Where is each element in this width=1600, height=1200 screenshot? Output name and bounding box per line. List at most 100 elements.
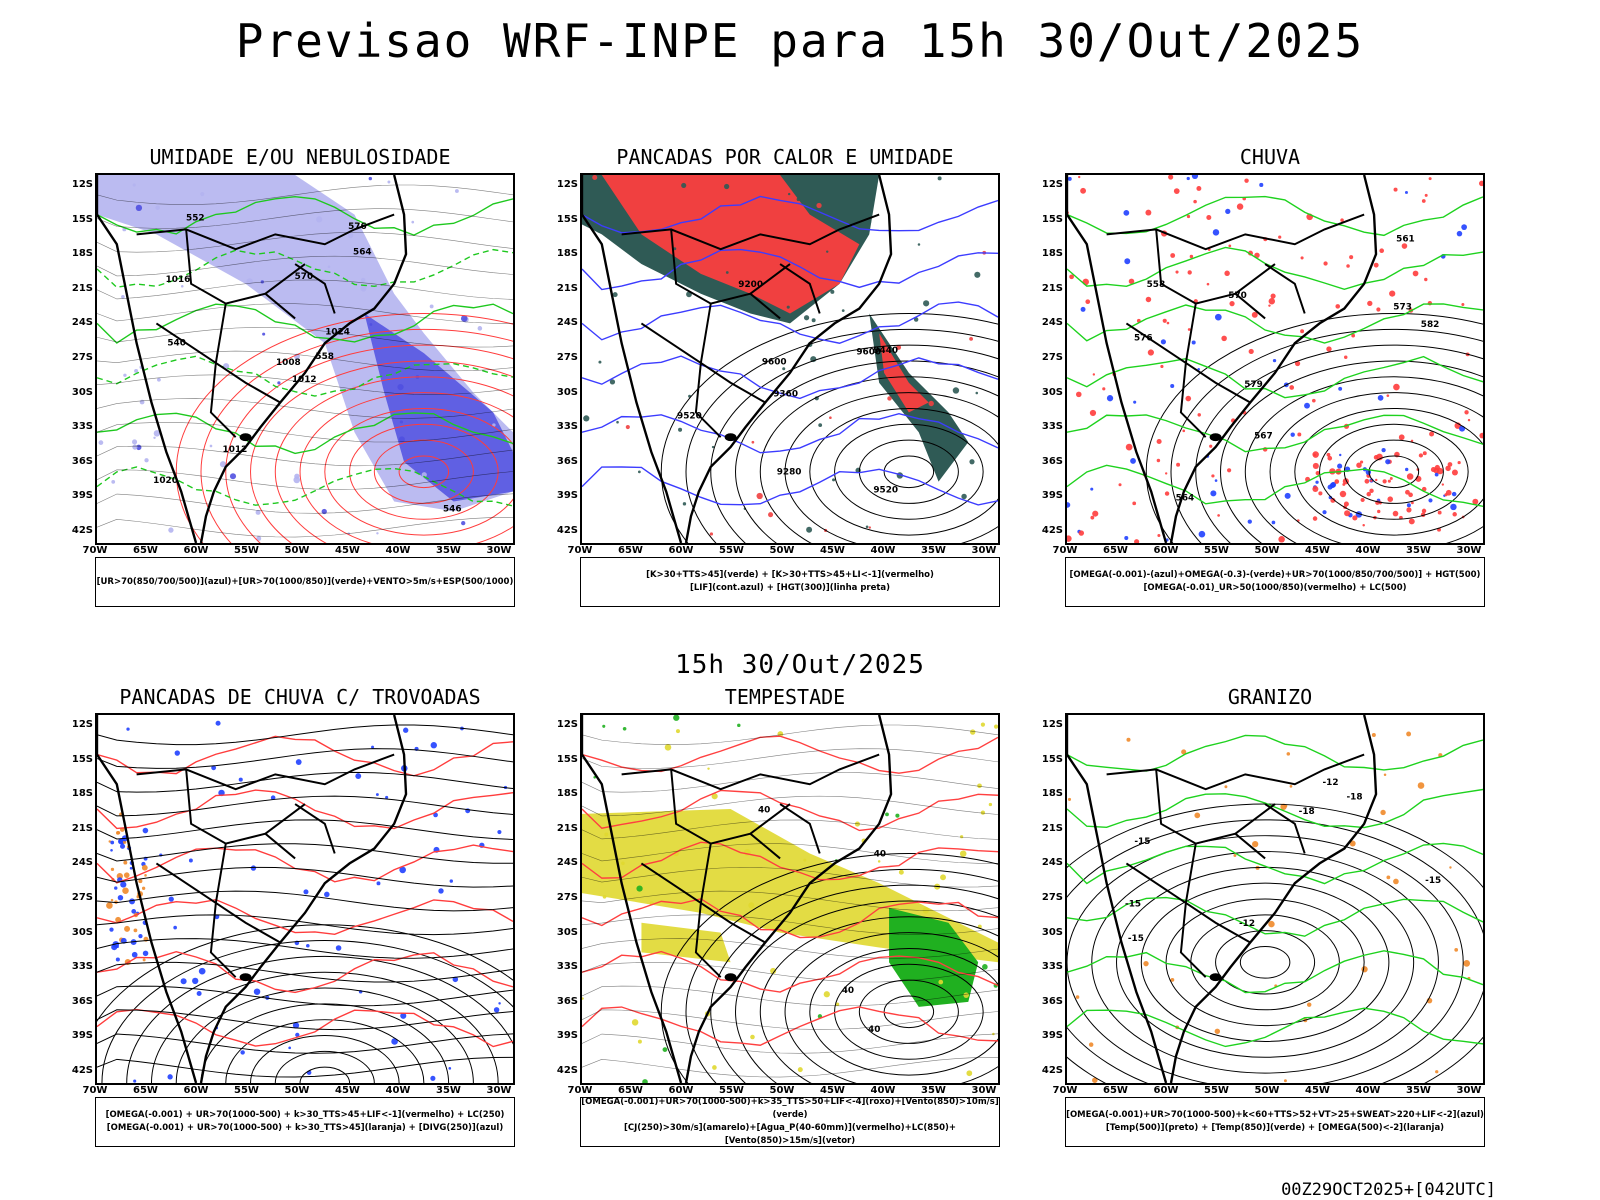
lon-tick-label: 60W bbox=[183, 1085, 209, 1096]
legend-line: [Temp(500)](preto) + [Temp(850)](verde) … bbox=[1105, 1123, 1445, 1133]
lon-tick-label: 30W bbox=[971, 545, 997, 556]
lat-tick-label: 27S bbox=[1041, 352, 1063, 363]
contour-label: 564 bbox=[1176, 493, 1195, 503]
contour-label: 1012 bbox=[223, 445, 248, 455]
lon-tick-label: 40W bbox=[385, 1085, 411, 1096]
lon-tick-label: 60W bbox=[1153, 545, 1179, 556]
panel-title: PANCADAS DE CHUVA C/ TROVOADAS bbox=[119, 685, 481, 709]
lon-tick-label: 65W bbox=[618, 545, 643, 556]
map-panel-4: PANCADAS DE CHUVA C/ TROVOADAS 12S 15S 18S 2… bbox=[55, 685, 545, 1195]
lat-tick-label: 36S bbox=[556, 455, 578, 467]
panel-legend: [UR>70(850/700/500)](azul)+[UR>70(1000/8… bbox=[95, 557, 515, 607]
contour-label: 579 bbox=[1244, 380, 1263, 390]
contour-label: 558 bbox=[315, 352, 334, 362]
lon-tick-label: 50W bbox=[769, 1085, 795, 1096]
lon-tick-label: 35W bbox=[436, 545, 461, 556]
lat-tick-label: 15S bbox=[71, 213, 93, 225]
lat-tick-label: 21S bbox=[1041, 282, 1063, 294]
lat-tick-label: 33S bbox=[1041, 421, 1063, 433]
lon-tick-label: 35W bbox=[436, 1085, 461, 1096]
contour-label: -15 bbox=[1128, 934, 1144, 944]
lon-tick-label: 40W bbox=[870, 1085, 896, 1096]
lat-tick-label: 18S bbox=[71, 788, 93, 800]
lon-tick-label: 45W bbox=[335, 545, 360, 556]
lon-tick-label: 50W bbox=[284, 545, 310, 556]
map-frame: -12 -12 -15 -15 -15 -18 -18 -15 bbox=[1065, 713, 1485, 1085]
lon-tick-label: 50W bbox=[284, 1085, 310, 1096]
lat-tick-label: 36S bbox=[1041, 995, 1063, 1007]
lon-tick-label: 70W bbox=[567, 1085, 593, 1096]
lat-tick-label: 42S bbox=[1041, 1065, 1063, 1076]
map-plot: -12 -12 -15 -15 -15 -18 -18 -15 bbox=[1067, 715, 1483, 1083]
contour-label: 1016 bbox=[166, 275, 191, 285]
lat-tick-label: 15S bbox=[1041, 753, 1063, 765]
contour-label: 561 bbox=[1396, 234, 1415, 244]
lat-tick-label: 27S bbox=[556, 352, 578, 363]
lat-tick-label: 39S bbox=[71, 490, 93, 502]
lon-tick-label: 65W bbox=[1103, 1085, 1128, 1096]
lat-tick-label: 36S bbox=[71, 455, 93, 467]
lon-tick-label: 65W bbox=[133, 545, 158, 556]
lon-tick-label: 40W bbox=[1355, 1085, 1381, 1096]
lat-tick-label: 15S bbox=[1041, 213, 1063, 225]
lon-tick-label: 35W bbox=[921, 1085, 946, 1096]
lat-tick-label: 24S bbox=[71, 857, 93, 869]
contour-label: 564 bbox=[353, 248, 372, 258]
contour-label: 1024 bbox=[325, 328, 350, 338]
panel-title: TEMPESTADE bbox=[724, 685, 846, 709]
lat-tick-label: 12S bbox=[556, 719, 578, 730]
map-plot: 9600 9520 9440 9360 9280 9200 9600 9520 bbox=[582, 175, 998, 543]
lon-tick-label: 55W bbox=[234, 1085, 259, 1096]
contour-label: 9360 bbox=[773, 389, 798, 399]
lon-tick-label: 45W bbox=[820, 1085, 845, 1096]
lat-tick-label: 18S bbox=[556, 788, 578, 800]
lon-tick-label: 30W bbox=[486, 1085, 512, 1096]
contour-label: 558 bbox=[1147, 280, 1166, 290]
lat-tick-label: 42S bbox=[1041, 525, 1063, 536]
lon-tick-label: 45W bbox=[1305, 545, 1330, 556]
contour-label: 552 bbox=[186, 214, 205, 224]
contour-label: 573 bbox=[1393, 303, 1412, 313]
lat-tick-label: 18S bbox=[1041, 248, 1063, 260]
map-frame: 9600 9520 9440 9360 9280 9200 9600 9520 bbox=[580, 173, 1000, 545]
lat-tick-label: 12S bbox=[556, 179, 578, 190]
lat-tick-label: 18S bbox=[1041, 788, 1063, 800]
contour-label: 9600 bbox=[856, 348, 881, 358]
lon-tick-label: 70W bbox=[1052, 1085, 1078, 1096]
panel-legend: [OMEGA(-0.001)-(azul)+OMEGA(-0.3)-(verde… bbox=[1065, 557, 1485, 607]
lon-tick-label: 35W bbox=[921, 545, 946, 556]
lon-tick-label: 70W bbox=[82, 1085, 108, 1096]
contour-label: 1008 bbox=[276, 358, 301, 368]
lon-tick-label: 40W bbox=[385, 545, 411, 556]
legend-line: [OMEGA(-0.001)-(azul)+OMEGA(-0.3)-(verde… bbox=[1069, 570, 1481, 580]
lat-tick-label: 27S bbox=[71, 892, 93, 903]
lon-tick-label: 35W bbox=[1406, 545, 1431, 556]
map-panel-6: GRANIZO -12 -12 -15 -15 -15 -18 -18 -15 12S 15S 18S… bbox=[1025, 685, 1515, 1195]
contour-label: -18 bbox=[1346, 793, 1362, 803]
lon-tick-label: 55W bbox=[1204, 545, 1229, 556]
map-frame: 40 40 40 40 bbox=[580, 713, 1000, 1085]
lat-tick-label: 21S bbox=[71, 822, 93, 834]
lat-tick-label: 27S bbox=[71, 352, 93, 363]
contour-label: 9440 bbox=[873, 346, 898, 356]
contour-label: 540 bbox=[167, 338, 186, 348]
lon-tick-label: 45W bbox=[1305, 1085, 1330, 1096]
contour-label: 9600 bbox=[762, 358, 787, 368]
lon-tick-label: 50W bbox=[769, 545, 795, 556]
lon-tick-label: 30W bbox=[971, 1085, 997, 1096]
lat-tick-label: 15S bbox=[556, 753, 578, 765]
legend-line: [OMEGA(-0.001) + UR>70(1000-500) + k>30_… bbox=[106, 1123, 504, 1133]
contour-label: 9520 bbox=[677, 412, 702, 422]
lon-tick-label: 30W bbox=[1456, 545, 1482, 556]
lon-tick-label: 50W bbox=[1254, 1085, 1280, 1096]
contour-label: 570 bbox=[1228, 291, 1247, 301]
contour-label: -12 bbox=[1322, 778, 1338, 788]
legend-line: [OMEGA(-0.001)+UR>70(1000-500)+k>35_TTS>… bbox=[581, 1097, 999, 1120]
lon-tick-label: 50W bbox=[1254, 545, 1280, 556]
contour-label: 582 bbox=[1421, 320, 1440, 330]
contour-label: 546 bbox=[443, 505, 462, 515]
lat-tick-label: 30S bbox=[71, 386, 93, 398]
contour-label: 40 bbox=[842, 986, 854, 996]
legend-line: [LIF](cont.azul) + [HGT(300)](linha pret… bbox=[689, 583, 891, 593]
lon-tick-label: 70W bbox=[1052, 545, 1078, 556]
